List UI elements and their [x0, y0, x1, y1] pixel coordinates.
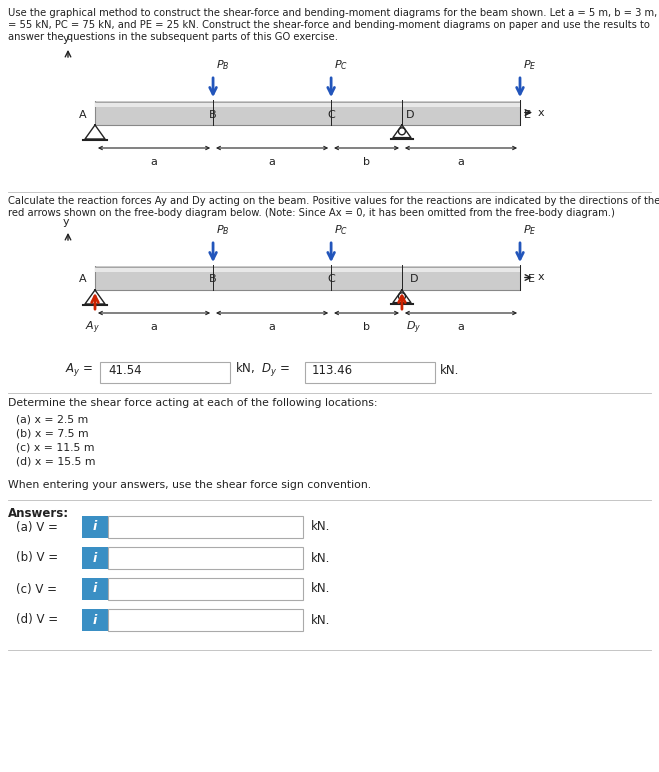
Circle shape [399, 293, 405, 300]
FancyBboxPatch shape [82, 547, 108, 569]
Text: (c) x = 11.5 m: (c) x = 11.5 m [16, 443, 94, 453]
FancyBboxPatch shape [100, 362, 230, 383]
Circle shape [399, 128, 405, 135]
Text: E: E [528, 275, 535, 285]
Text: When entering your answers, use the shear force sign convention.: When entering your answers, use the shea… [8, 480, 371, 490]
Text: = 55 kN, PC = 75 kN, and PE = 25 kN. Construct the shear-force and bending-momen: = 55 kN, PC = 75 kN, and PE = 25 kN. Con… [8, 20, 650, 30]
Text: (c) V =: (c) V = [16, 583, 57, 595]
Text: b: b [363, 157, 370, 167]
FancyBboxPatch shape [108, 547, 303, 569]
Text: $D_y$: $D_y$ [406, 320, 421, 337]
Text: Answers:: Answers: [8, 507, 69, 520]
FancyBboxPatch shape [305, 362, 435, 383]
FancyBboxPatch shape [82, 578, 108, 600]
Text: kN,  $D_y$ =: kN, $D_y$ = [235, 361, 291, 379]
Text: b: b [363, 322, 370, 332]
Text: A: A [79, 275, 87, 285]
Text: kN.: kN. [311, 551, 330, 564]
FancyBboxPatch shape [82, 516, 108, 538]
Text: B: B [210, 275, 217, 285]
Text: i: i [93, 551, 97, 564]
Text: kN.: kN. [311, 614, 330, 627]
Text: a: a [457, 157, 465, 167]
Bar [95, 102, 520, 107]
Text: a: a [151, 157, 158, 167]
Text: $P_E$: $P_E$ [523, 58, 536, 72]
Text: red arrows shown on the free-body diagram below. (Note: Since Ax = 0, it has bee: red arrows shown on the free-body diagra… [8, 208, 615, 218]
Text: x: x [538, 273, 544, 283]
Text: Use the graphical method to construct the shear-force and bending-moment diagram: Use the graphical method to construct th… [8, 8, 659, 18]
Text: $P_B$: $P_B$ [216, 58, 229, 72]
Text: Calculate the reaction forces Ay and Dy acting on the beam. Positive values for : Calculate the reaction forces Ay and Dy … [8, 196, 659, 206]
Text: D: D [410, 275, 418, 285]
Bar [95, 267, 520, 272]
Text: 41.54: 41.54 [108, 364, 142, 377]
Text: kN.: kN. [311, 583, 330, 595]
Text: $P_C$: $P_C$ [334, 223, 348, 237]
Text: (a) x = 2.5 m: (a) x = 2.5 m [16, 415, 88, 425]
Text: i: i [93, 583, 97, 595]
Text: C: C [328, 110, 335, 120]
Text: (d) V =: (d) V = [16, 614, 58, 627]
Text: $P_E$: $P_E$ [523, 223, 536, 237]
Text: D: D [406, 110, 415, 120]
FancyBboxPatch shape [82, 609, 108, 631]
Text: (d) x = 15.5 m: (d) x = 15.5 m [16, 457, 96, 467]
Text: (a) V =: (a) V = [16, 520, 58, 533]
Text: answer the questions in the subsequent parts of this GO exercise.: answer the questions in the subsequent p… [8, 32, 338, 42]
Text: 113.46: 113.46 [312, 364, 353, 377]
Bar [95, 265, 520, 290]
Text: B: B [210, 110, 217, 120]
Text: (b) x = 7.5 m: (b) x = 7.5 m [16, 429, 88, 439]
Text: y: y [63, 217, 69, 227]
Text: kN.: kN. [440, 364, 459, 377]
Text: C: C [328, 275, 335, 285]
Text: i: i [93, 614, 97, 627]
FancyBboxPatch shape [108, 609, 303, 631]
Text: Determine the shear force acting at each of the following locations:: Determine the shear force acting at each… [8, 398, 378, 408]
Text: A: A [79, 110, 87, 120]
Text: $P_C$: $P_C$ [334, 58, 348, 72]
Text: E: E [524, 110, 531, 120]
Text: a: a [457, 322, 465, 332]
FancyBboxPatch shape [108, 516, 303, 538]
Bar [95, 100, 520, 125]
Text: y: y [63, 34, 69, 44]
Text: i: i [93, 520, 97, 533]
Text: $P_B$: $P_B$ [216, 223, 229, 237]
Text: a: a [269, 157, 275, 167]
Text: a: a [269, 322, 275, 332]
FancyBboxPatch shape [108, 578, 303, 600]
Text: $A_y$: $A_y$ [85, 320, 100, 337]
Text: a: a [151, 322, 158, 332]
Text: x: x [538, 107, 544, 117]
Text: (b) V =: (b) V = [16, 551, 58, 564]
Text: $A_y$ =: $A_y$ = [65, 361, 93, 378]
Text: kN.: kN. [311, 520, 330, 533]
